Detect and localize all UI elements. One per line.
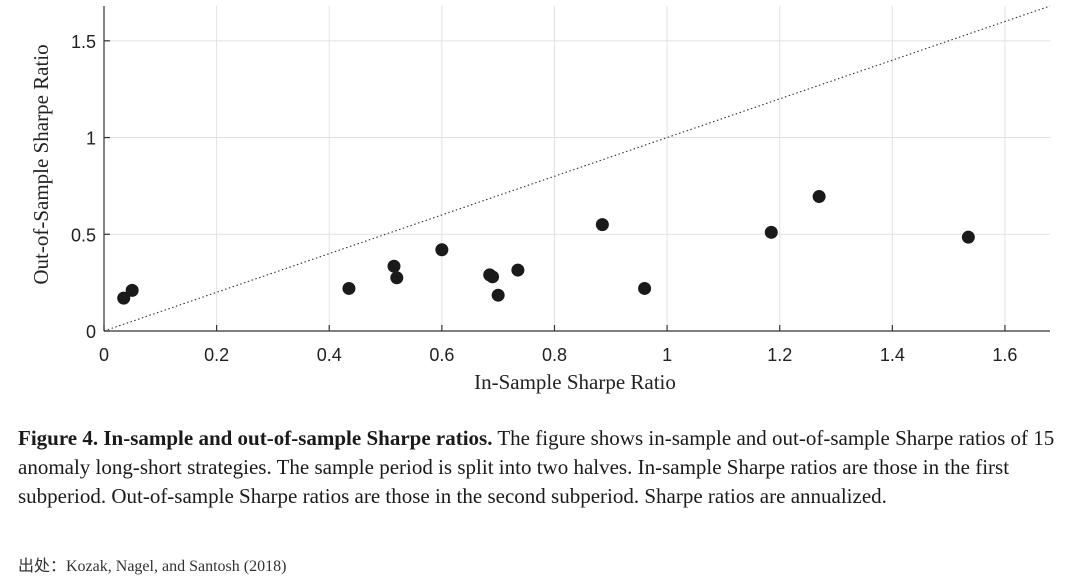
- axes: [103, 6, 1050, 332]
- x-tick-label: 1.4: [880, 345, 905, 365]
- data-point: [764, 225, 778, 239]
- x-tick-label: 0.4: [317, 345, 342, 365]
- y-tick-label: 0.5: [71, 225, 96, 245]
- x-tick-label: 0.2: [204, 345, 229, 365]
- data-point: [342, 281, 356, 295]
- y-tick-label: 1.5: [71, 32, 96, 52]
- data-point: [511, 263, 525, 277]
- data-point: [390, 271, 404, 285]
- caption-text: The figure shows in-sample and out-of-sa…: [18, 426, 1055, 508]
- x-axis-title: In-Sample Sharpe Ratio: [474, 370, 676, 394]
- x-tick-label: 0: [99, 345, 109, 365]
- y-tick-label: 1: [86, 129, 96, 149]
- x-tick-label: 0.8: [542, 345, 567, 365]
- scatter-chart: 0 0.2 0.4 0.6 0.8 1 1.2 1.4 1.6 0 0.5 1 1.5 In-Sampl…: [29, 5, 1051, 394]
- x-tick-label: 1.2: [767, 345, 792, 365]
- data-points: [117, 190, 975, 305]
- caption-label: Figure 4. In-sample and out-of-sample Sh…: [18, 426, 493, 450]
- reference-line: [103, 5, 1051, 332]
- data-point: [595, 218, 609, 232]
- x-tick-label: 0.6: [429, 345, 454, 365]
- data-point: [638, 281, 652, 295]
- tick-labels: 0 0.2 0.4 0.6 0.8 1 1.2 1.4 1.6 0 0.5 1 1.5: [71, 32, 1017, 365]
- x-tick-label: 1: [662, 345, 672, 365]
- figure-caption: Figure 4. In-sample and out-of-sample Sh…: [18, 424, 1068, 511]
- y-tick-label: 0: [86, 322, 96, 342]
- reference-line-group: [103, 5, 1051, 332]
- y-axis-title: Out-of-Sample Sharpe Ratio: [29, 44, 53, 284]
- data-point: [961, 230, 975, 244]
- data-point: [491, 288, 505, 302]
- data-point: [125, 283, 139, 297]
- data-point: [435, 243, 449, 257]
- data-point: [117, 291, 131, 305]
- data-point: [486, 270, 500, 284]
- data-point: [387, 259, 401, 273]
- source-note: 出处：Kozak, Nagel, and Santosh (2018): [18, 558, 287, 575]
- grid-lines: [104, 6, 1050, 331]
- x-tick-label: 1.6: [992, 345, 1017, 365]
- data-point: [812, 190, 826, 204]
